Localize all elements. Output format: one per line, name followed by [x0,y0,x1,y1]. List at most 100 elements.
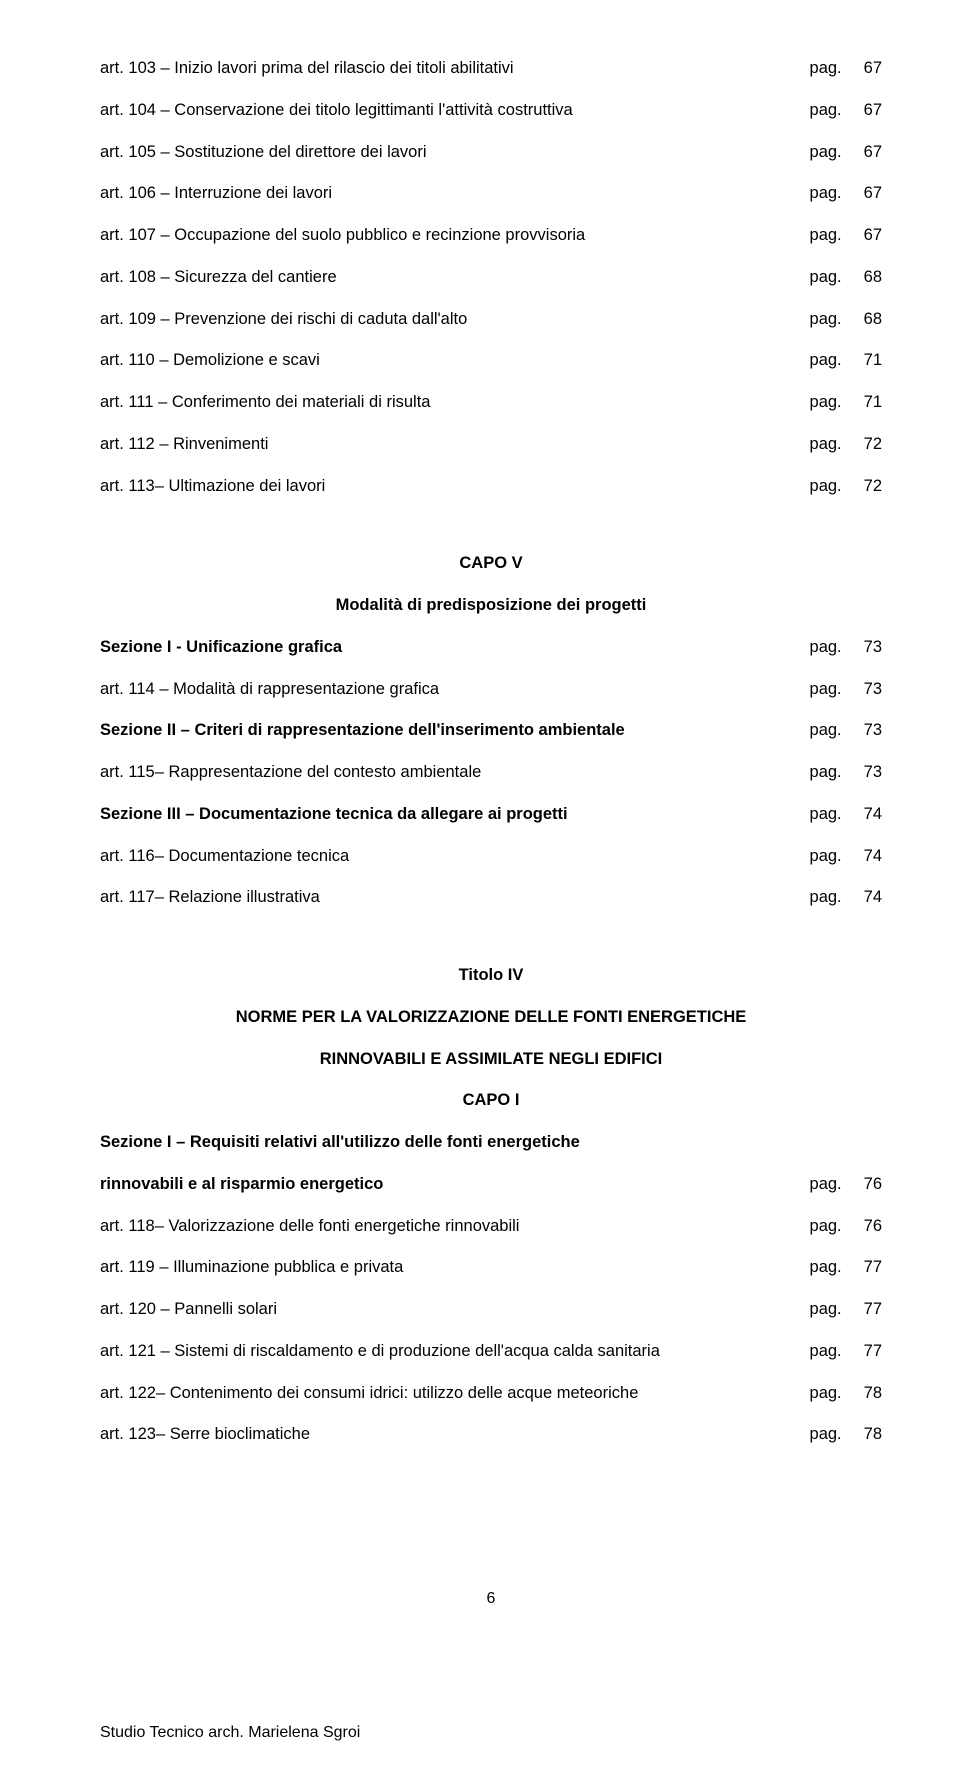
toc-row: art. 115– Rappresentazione del contesto … [100,760,882,785]
toc-label: art. 123– Serre bioclimatiche [100,1422,810,1447]
toc-page: pag.73 [810,760,882,785]
page-number-value: 74 [864,805,882,823]
page-number-value: 73 [864,680,882,698]
toc-page: pag.77 [810,1339,882,1364]
toc-label: art. 116– Documentazione tecnica [100,844,810,869]
toc-label: art. 106 – Interruzione dei lavori [100,181,810,206]
page-number-value: 67 [864,226,882,244]
page-number-value: 78 [864,1425,882,1443]
toc-row: Sezione II – Criteri di rappresentazione… [100,718,882,743]
toc-label: art. 113– Ultimazione dei lavori [100,474,810,499]
toc-row: art. 114 – Modalità di rappresentazione … [100,677,882,702]
pag-word: pag. [810,1342,842,1360]
toc-label: art. 122– Contenimento dei consumi idric… [100,1381,810,1406]
toc-page: pag.76 [810,1172,882,1197]
page-number-value: 67 [864,101,882,119]
toc-page: pag. 73 [810,677,882,702]
toc-row: art. 120 – Pannelli solaripag. 77 [100,1297,882,1322]
toc-page: pag. 68 [810,265,882,290]
page-number-value: 73 [864,638,882,656]
toc-page: pag. 71 [810,348,882,373]
page-number-value: 73 [864,721,882,739]
page-number-value: 72 [864,477,882,495]
pag-word: pag. [810,477,842,495]
page-number-value: 77 [864,1258,882,1276]
page-number-value: 67 [864,143,882,161]
toc-label: art. 104 – Conservazione dei titolo legi… [100,98,810,123]
pag-word: pag. [810,1425,842,1443]
page-number-value: 71 [864,351,882,369]
toc-page: pag.78 [810,1381,882,1406]
pag-word: pag. [810,59,842,77]
pag-word: pag. [810,1258,842,1276]
page-number-value: 67 [864,184,882,202]
page-number-value: 68 [864,268,882,286]
page-number: 6 [100,1587,882,1611]
toc-page: pag. 77 [810,1255,882,1280]
toc-page: pag. 72 [810,432,882,457]
page-number-value: 76 [864,1217,882,1235]
titolo-iv-line2: RINNOVABILI E ASSIMILATE NEGLI EDIFICI [100,1047,882,1072]
page-number-value: 77 [864,1300,882,1318]
pag-word: pag. [810,805,842,823]
toc-page: pag.67 [810,181,882,206]
toc-label: Sezione III – Documentazione tecnica da … [100,802,810,827]
toc-row: art. 113– Ultimazione dei lavoripag. 72 [100,474,882,499]
toc-page: pag. 67 [810,98,882,123]
toc-page: pag.73 [810,635,882,660]
toc-page: pag.73 [810,718,882,743]
pag-word: pag. [810,143,842,161]
toc-page: pag. 67 [810,223,882,248]
toc-label: art. 105 – Sostituzione del direttore de… [100,140,810,165]
pag-word: pag. [810,268,842,286]
toc-label: art. 115– Rappresentazione del contesto … [100,760,810,785]
pag-word: pag. [810,310,842,328]
pag-word: pag. [810,888,842,906]
pag-word: pag. [810,226,842,244]
toc-row: art. 116– Documentazione tecnicapag.74 [100,844,882,869]
toc-page: pag.67 [810,56,882,81]
pag-word: pag. [810,763,842,781]
page-number-value: 72 [864,435,882,453]
toc-row: art. 104 – Conservazione dei titolo legi… [100,98,882,123]
toc-page: pag. 78 [810,1422,882,1447]
pag-word: pag. [810,435,842,453]
toc-label: art. 107 – Occupazione del suolo pubblic… [100,223,810,248]
page-number-value: 74 [864,847,882,865]
toc-row: Sezione III – Documentazione tecnica da … [100,802,882,827]
page-number-value: 78 [864,1384,882,1402]
pag-word: pag. [810,1300,842,1318]
capo-v-title: CAPO V [100,551,882,576]
toc-label: art. 118– Valorizzazione delle fonti ene… [100,1214,810,1239]
toc-label: art. 103 – Inizio lavori prima del rilas… [100,56,810,81]
toc-label: art. 112 – Rinvenimenti [100,432,810,457]
toc-label: art. 121 – Sistemi di riscaldamento e di… [100,1339,810,1364]
page-number-value: 68 [864,310,882,328]
toc-label: art. 119 – Illuminazione pubblica e priv… [100,1255,810,1280]
toc-label: art. 108 – Sicurezza del cantiere [100,265,810,290]
toc-label: art. 120 – Pannelli solari [100,1297,810,1322]
pag-word: pag. [810,1217,842,1235]
toc-label: rinnovabili e al risparmio energetico [100,1172,810,1197]
toc-label: art. 110 – Demolizione e scavi [100,348,810,373]
toc-row: art. 121 – Sistemi di riscaldamento e di… [100,1339,882,1364]
toc-label: art. 111 – Conferimento dei materiali di… [100,390,810,415]
toc-page: pag. 67 [810,140,882,165]
pag-word: pag. [810,680,842,698]
pag-word: pag. [810,351,842,369]
pag-word: pag. [810,101,842,119]
toc-row: art. 112 – Rinvenimentipag. 72 [100,432,882,457]
toc-row: art. 110 – Demolizione e scavipag. 71 [100,348,882,373]
titolo-iv-title: Titolo IV [100,963,882,988]
toc-row: art. 107 – Occupazione del suolo pubblic… [100,223,882,248]
toc-row: art. 122– Contenimento dei consumi idric… [100,1381,882,1406]
capo-v-subtitle: Modalità di predisposizione dei progetti [100,593,882,618]
page-number-value: 76 [864,1175,882,1193]
page-number-value: 71 [864,393,882,411]
toc-row: art. 103 – Inizio lavori prima del rilas… [100,56,882,81]
toc-page: pag.71 [810,390,882,415]
toc-page: pag. 74 [810,885,882,910]
page-number-value: 74 [864,888,882,906]
titolo-iv-line1: NORME PER LA VALORIZZAZIONE DELLE FONTI … [100,1005,882,1030]
toc-row: art. 108 – Sicurezza del cantierepag. 68 [100,265,882,290]
